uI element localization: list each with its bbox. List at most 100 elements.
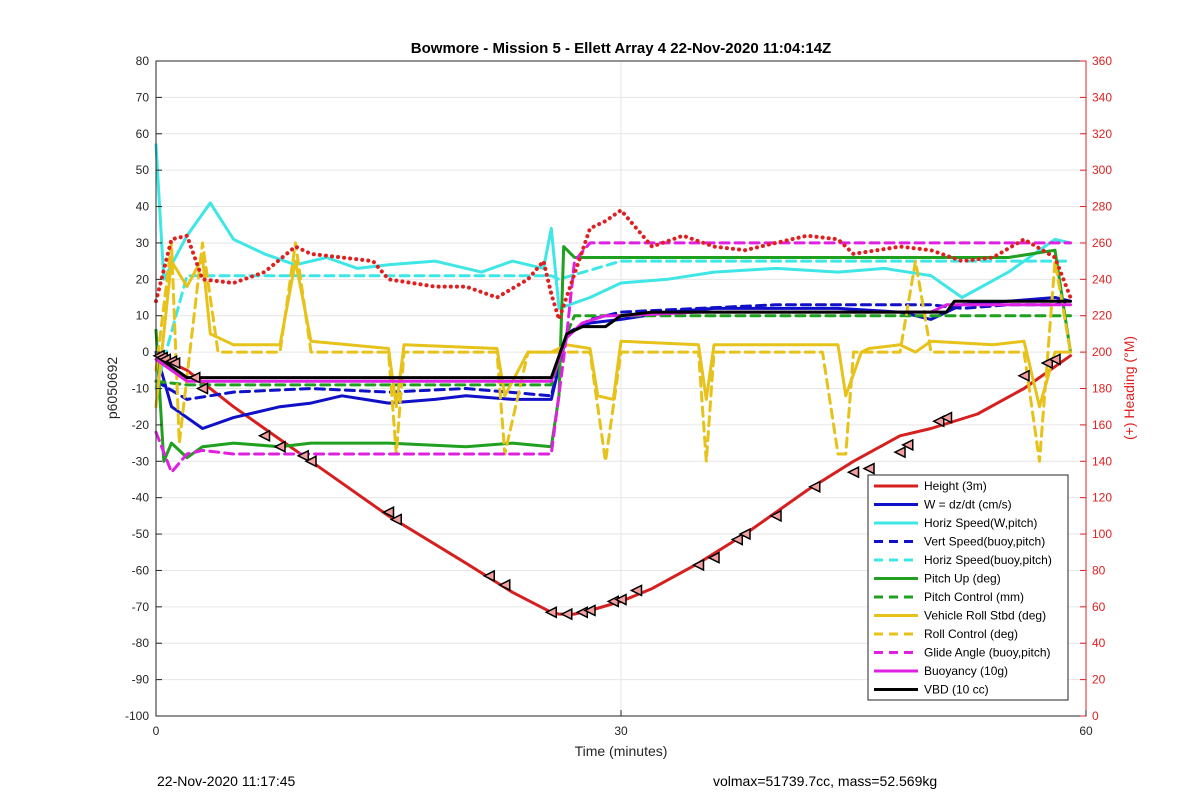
- x-axis: 0 30 60: [153, 710, 1093, 738]
- y2-tick-label: 180: [1092, 382, 1112, 396]
- x-tick-label: 0: [153, 724, 160, 738]
- y-tick-label: -100: [125, 709, 149, 723]
- legend-label: Vert Speed(buoy,pitch): [924, 535, 1045, 549]
- y2-tick-label: 20: [1092, 673, 1106, 687]
- legend-label: VBD (10 cc): [924, 683, 989, 697]
- triangle-marker: [932, 415, 945, 428]
- series-line-vbd-10-cc: [154, 299, 1072, 380]
- series-line-pitch-control-mm: [154, 314, 1072, 387]
- legend: Height (3m) W = dz/dt (cm/s) Horiz Speed(W…: [867, 474, 1069, 701]
- triangle-marker: [296, 449, 309, 463]
- y-tick-label: -80: [132, 636, 150, 650]
- y2-tick-label: 320: [1092, 127, 1112, 141]
- triangle-marker: [614, 593, 627, 606]
- triangle-marker: [846, 465, 860, 479]
- y-tick-label: -20: [132, 418, 150, 432]
- legend-label: Buoyancy (10g): [924, 664, 1008, 678]
- triangle-marker: [691, 558, 705, 572]
- triangle-marker: [1040, 356, 1053, 370]
- y-tick-label: 60: [136, 127, 150, 141]
- legend-label: Horiz Speed(W,pitch): [924, 516, 1037, 530]
- left-axis: -100-90-80-70-60-50-40-30-20-10010203040…: [125, 54, 162, 723]
- triangle-marker: [560, 607, 573, 621]
- x-tick-label: 30: [614, 724, 628, 738]
- y-tick-label: -10: [132, 382, 150, 396]
- y-tick-label: -30: [132, 454, 150, 468]
- y-axis-label: p6050692: [104, 357, 120, 420]
- legend-box: [867, 474, 1069, 701]
- triangle-marker: [738, 527, 751, 541]
- triangle-marker: [167, 356, 181, 370]
- series-line-buoyancy-10g: [154, 303, 1072, 383]
- series-line-roll-control-deg: [154, 241, 1072, 463]
- series-line-height-3m: [154, 354, 1072, 616]
- series-line-glide-angle-buoy-pitch: [154, 241, 1072, 474]
- triangle-marker: [1017, 369, 1030, 382]
- legend-label: W = dz/dt (cm/s): [924, 498, 1012, 512]
- legend-label: Roll Control (deg): [924, 627, 1018, 641]
- triangle-marker: [629, 584, 643, 597]
- y-tick-label: 40: [136, 200, 150, 214]
- triangle-marker: [769, 509, 782, 523]
- y-tick-label: -70: [132, 600, 150, 614]
- y2-axis-label: (+) Heading (°M): [1121, 336, 1137, 440]
- y2-tick-label: 200: [1092, 345, 1112, 359]
- legend-label: Glide Angle (buoy,pitch): [924, 646, 1051, 660]
- y-tick-label: -40: [132, 491, 150, 505]
- y-tick-label: 30: [136, 236, 150, 250]
- y2-tick-label: 140: [1092, 454, 1112, 468]
- triangle-marker: [389, 513, 402, 526]
- legend-label: Horiz Speed(buoy,pitch): [924, 553, 1052, 567]
- legend-label: Pitch Up (deg): [924, 572, 1001, 586]
- y2-tick-label: 120: [1092, 491, 1112, 505]
- triangle-marker: [862, 462, 875, 475]
- triangle-marker: [273, 440, 286, 453]
- triangle-marker: [482, 569, 495, 583]
- y2-tick-label: 360: [1092, 54, 1112, 68]
- y-tick-label: 50: [136, 163, 150, 177]
- y2-tick-label: 220: [1092, 309, 1112, 323]
- y2-tick-label: 0: [1092, 709, 1099, 723]
- y2-tick-label: 40: [1092, 636, 1106, 650]
- footer-timestamp: 22-Nov-2020 11:17:45: [157, 773, 296, 789]
- y-tick-label: -60: [132, 563, 150, 577]
- triangle-marker: [939, 411, 953, 424]
- x-tick-label: 60: [1079, 724, 1093, 738]
- y2-tick-label: 60: [1092, 600, 1106, 614]
- chart-title: Bowmore - Mission 5 - Ellett Array 4 22-…: [411, 40, 831, 57]
- triangle-marker: [893, 445, 906, 459]
- y2-tick-label: 80: [1092, 563, 1106, 577]
- legend-label: Pitch Control (mm): [924, 590, 1024, 604]
- triangle-marker: [498, 578, 511, 592]
- right-axis: 0 20 40 60 80 100 120 140 160 180 200 220 240 260 280 3…: [1080, 54, 1112, 723]
- y2-tick-label: 260: [1092, 236, 1112, 250]
- y2-tick-label: 100: [1092, 527, 1112, 541]
- y-tick-label: 0: [142, 345, 149, 359]
- triangle-marker: [808, 480, 821, 493]
- legend-label: Height (3m): [924, 479, 987, 493]
- triangle-marker: [544, 606, 557, 619]
- y2-tick-label: 300: [1092, 163, 1112, 177]
- triangle-marker: [188, 371, 201, 384]
- triangle-marker: [730, 533, 743, 546]
- y-tick-label: -90: [132, 673, 150, 687]
- triangle-marker: [583, 604, 596, 617]
- y2-tick-label: 240: [1092, 272, 1112, 286]
- triangle-marker: [381, 506, 395, 519]
- y-tick-label: -50: [132, 527, 150, 541]
- triangle-marker: [707, 551, 720, 564]
- triangle-marker: [901, 438, 914, 452]
- y-tick-label: 20: [136, 272, 150, 286]
- plot-area: [152, 143, 1073, 621]
- footer-stats: volmax=51739.7cc, mass=52.569kg: [713, 773, 938, 789]
- y2-tick-label: 280: [1092, 200, 1112, 214]
- triangle-marker: [1048, 353, 1061, 366]
- triangle-marker: [257, 429, 271, 443]
- series-line-vert-speed-buoy-pitch: [154, 299, 1072, 401]
- triangle-marker: [304, 455, 317, 468]
- series-line-horiz-speed-w-pitch: [154, 143, 1072, 310]
- y-tick-label: 10: [136, 309, 150, 323]
- triangle-marker: [195, 382, 209, 395]
- y2-tick-label: 160: [1092, 418, 1112, 432]
